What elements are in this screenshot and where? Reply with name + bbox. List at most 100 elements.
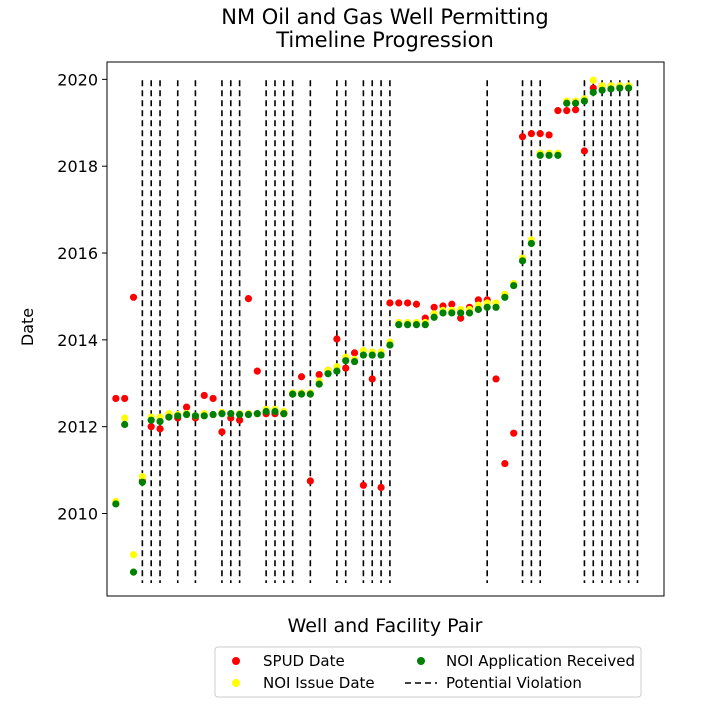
app-point-18 [271, 407, 279, 416]
app-point-15 [244, 410, 253, 419]
y-axis: 2010 2012 2014 2016 2018 2020 [57, 70, 107, 524]
data-points [112, 76, 633, 576]
spud-point-1 [121, 394, 129, 403]
spud-point-27 [350, 349, 359, 357]
spud-point-15 [244, 295, 253, 303]
app-point-7 [174, 412, 182, 420]
app-point-3 [138, 478, 146, 486]
app-point-48 [536, 151, 544, 159]
spud-point-5 [156, 425, 164, 433]
legend-marker-spud [232, 657, 240, 665]
app-point-36 [430, 313, 438, 321]
app-point-57 [616, 84, 624, 92]
app-point-20 [289, 390, 297, 398]
spud-point-30 [377, 483, 385, 492]
spud-point-22 [306, 477, 314, 485]
spud-point-44 [501, 459, 509, 468]
chart-title-line-1: NM Oil and Gas Well Permitting [221, 5, 548, 29]
app-point-42 [483, 303, 491, 311]
app-point-58 [625, 84, 633, 92]
app-point-44 [501, 293, 509, 301]
issue-point-54 [589, 76, 597, 84]
app-point-56 [607, 85, 615, 93]
app-point-39 [457, 309, 465, 317]
spud-point-48 [536, 130, 544, 138]
chart-title-line-2: Timeline Progression [275, 28, 494, 52]
spud-point-49 [545, 131, 553, 139]
spud-point-11 [209, 394, 217, 403]
y-tick-label-1: 2012 [57, 418, 98, 437]
app-point-35 [421, 321, 429, 329]
spud-point-8 [182, 403, 191, 411]
x-axis-label: Well and Facility Pair [288, 615, 483, 637]
app-point-9 [191, 412, 200, 420]
app-point-40 [465, 309, 474, 317]
spud-point-45 [510, 429, 518, 437]
spud-point-32 [395, 299, 403, 307]
spud-point-14 [236, 416, 244, 424]
spud-point-21 [297, 373, 306, 381]
app-point-51 [563, 99, 571, 107]
app-point-27 [350, 357, 359, 366]
issue-point-3 [138, 473, 146, 481]
app-point-43 [492, 303, 500, 311]
issue-point-2 [129, 551, 138, 559]
app-point-16 [253, 410, 261, 418]
app-point-46 [518, 257, 527, 265]
app-point-12 [218, 410, 226, 418]
app-point-45 [510, 281, 518, 290]
y-tick-label-4: 2018 [57, 157, 98, 176]
y-tick-label-0: 2010 [57, 505, 98, 524]
app-point-49 [545, 151, 553, 159]
app-point-25 [333, 367, 341, 375]
spud-point-43 [492, 375, 500, 383]
app-point-54 [589, 88, 597, 96]
legend-marker-app [417, 657, 425, 665]
spud-point-16 [253, 367, 261, 375]
app-point-1 [121, 420, 129, 429]
app-point-41 [474, 305, 482, 314]
legend-label-spud: SPUD Date [263, 652, 345, 670]
spud-point-26 [342, 364, 350, 372]
app-point-53 [580, 97, 589, 105]
app-point-55 [598, 86, 606, 94]
app-point-31 [386, 341, 394, 349]
legend-label-app: NOI Application Received [446, 652, 635, 670]
app-point-11 [209, 410, 217, 419]
spud-point-29 [368, 375, 376, 383]
app-point-8 [182, 410, 191, 419]
app-point-52 [571, 99, 580, 107]
app-point-17 [262, 407, 270, 416]
spud-point-28 [359, 481, 367, 489]
spud-point-34 [412, 300, 421, 308]
app-point-13 [227, 410, 235, 418]
spud-point-53 [580, 147, 589, 155]
spud-point-2 [129, 293, 138, 301]
app-point-30 [377, 351, 385, 359]
spud-point-12 [218, 428, 226, 436]
app-point-10 [200, 412, 208, 420]
app-point-29 [368, 351, 376, 359]
app-point-21 [297, 390, 306, 398]
spud-point-0 [112, 394, 120, 403]
y-axis-label: Date [18, 308, 37, 346]
app-point-6 [165, 413, 173, 421]
app-point-22 [306, 390, 314, 398]
spud-point-41 [474, 296, 482, 304]
app-point-5 [156, 417, 164, 426]
app-point-4 [147, 416, 155, 424]
spud-point-31 [386, 299, 394, 307]
legend-frame [214, 646, 642, 698]
issue-point-1 [121, 414, 129, 422]
app-point-28 [359, 351, 367, 359]
app-point-19 [280, 410, 288, 418]
app-point-24 [324, 370, 332, 378]
violation-lines [141, 80, 639, 583]
app-point-32 [395, 321, 403, 329]
legend-marker-issue [232, 679, 240, 687]
spud-point-36 [430, 303, 438, 311]
spud-point-51 [563, 107, 571, 115]
legend: SPUD Date NOI Issue Date NOI Application… [214, 646, 642, 698]
app-point-47 [527, 239, 535, 248]
